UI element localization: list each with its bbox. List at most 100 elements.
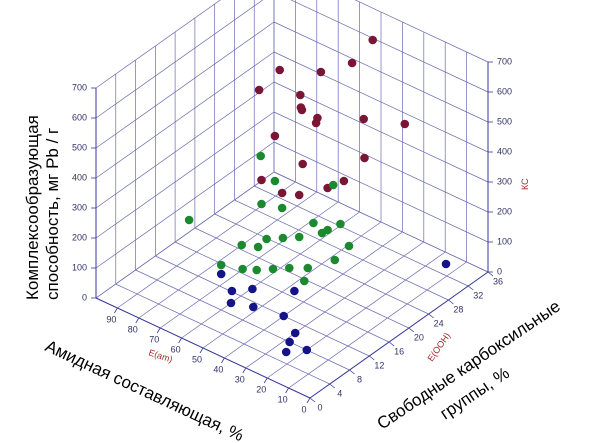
wall-grid-line (95, 0, 264, 119)
data-point-series-2 (309, 218, 318, 228)
x-tick (114, 307, 118, 314)
data-point-series-2 (278, 233, 288, 243)
data-point-series-1 (275, 65, 285, 75)
data-point-series-1 (400, 119, 410, 129)
x-tick (263, 377, 268, 384)
data-point-series-2 (262, 234, 271, 244)
data-point-series-2 (256, 151, 266, 161)
data-point-series-2 (336, 219, 345, 229)
y-axis-title-line1: Свободные карбоксильные (374, 297, 564, 434)
floor-grid-line (181, 211, 360, 339)
data-point-series-3 (285, 337, 294, 347)
y-tick (448, 299, 454, 305)
z-tick-label-left: 0 (82, 292, 87, 302)
z-tick-label-right: 100 (497, 236, 512, 246)
x-tick-label: 50 (192, 354, 202, 364)
data-point-series-2 (277, 203, 287, 213)
data-point-series-3 (248, 284, 257, 294)
z-tick-label-right: 0 (497, 266, 502, 276)
y-tick (487, 271, 494, 277)
floor-grid-line (138, 191, 318, 319)
wall-grid-line (273, 111, 489, 213)
y-tick-label: 20 (414, 332, 424, 342)
floor-grid-line (214, 213, 429, 315)
data-point-series-2 (294, 232, 304, 242)
y-tick (309, 397, 316, 403)
data-point-series-3 (281, 347, 291, 357)
x-tick (242, 367, 247, 374)
data-point-series-1 (270, 131, 280, 141)
data-point-series-1 (359, 114, 369, 124)
y-tick-label: 36 (493, 276, 503, 286)
y-tick-label: 16 (394, 346, 404, 356)
data-point-series-1 (313, 113, 322, 123)
floor-grid-line (155, 255, 370, 357)
x-tick (135, 317, 140, 324)
z-tick-label-left: 300 (72, 202, 87, 212)
x-tick-label: 0 (301, 404, 306, 414)
floor-grid-line (117, 181, 296, 309)
y-tick (349, 369, 355, 375)
z-tick-label-left: 200 (72, 232, 87, 242)
z-tick-label-left: 600 (72, 112, 87, 122)
x-tick-label: 30 (235, 374, 245, 384)
wall-grid-line (95, 51, 275, 179)
data-point-series-2 (238, 264, 247, 274)
x-tick-label: 60 (171, 344, 181, 354)
data-point-series-2 (257, 199, 266, 209)
data-point-series-3 (226, 298, 236, 308)
data-point-series-2 (270, 176, 280, 186)
data-point-series-2 (328, 180, 338, 190)
data-point-series-2 (303, 263, 313, 273)
x-tick-label: 20 (256, 384, 266, 394)
wall-grid-line (273, 141, 489, 243)
data-point-series-1 (296, 90, 305, 100)
y-tick (428, 313, 434, 319)
x-tick-label: 10 (278, 394, 288, 404)
wall-grid-line (95, 141, 275, 269)
floor-grid-line (266, 251, 446, 379)
y-tick (388, 341, 395, 347)
floor-grid-line (115, 283, 330, 385)
data-point-series-1 (360, 153, 369, 163)
y-tick (467, 285, 474, 291)
y-tick-label: 8 (357, 374, 362, 384)
wall-grid-line (290, 0, 489, 93)
data-point-series-3 (441, 259, 451, 269)
y-tick-label: 24 (434, 318, 444, 328)
data-point-series-2 (252, 265, 261, 275)
z-tick-label-right: 600 (497, 86, 512, 96)
x-tick (156, 327, 161, 334)
z-axis-sublabel: КС (520, 178, 530, 190)
y-tick (329, 383, 336, 389)
data-point-series-3 (302, 345, 312, 355)
x-tick-label: 70 (149, 334, 159, 344)
floor-grid-line (159, 201, 339, 329)
x-tick (178, 337, 182, 344)
floor-grid-line (234, 199, 449, 301)
z-tick-label-right: 700 (497, 56, 512, 66)
wall-grid-line (273, 51, 489, 153)
wall-grid-line (95, 111, 275, 239)
z-tick-label-right: 300 (497, 176, 512, 186)
data-point-series-1 (368, 35, 378, 45)
data-point-series-3 (216, 269, 226, 279)
data-point-series-1 (257, 175, 266, 185)
y-axis-line (309, 271, 489, 399)
x-tick-label: 90 (106, 314, 116, 324)
z-tick-label-right: 400 (497, 146, 512, 156)
y-tick (369, 355, 375, 361)
data-point-series-2 (344, 241, 354, 251)
y-tick-label: 28 (453, 304, 463, 314)
z-tick-label-right: 200 (497, 206, 512, 216)
point-layer (184, 35, 451, 357)
wall-grid-line (95, 21, 275, 149)
data-point-series-2 (237, 240, 246, 250)
data-point-series-2 (330, 255, 340, 265)
x-tick-label: 80 (128, 324, 138, 334)
wall-grid-line (95, 171, 275, 299)
y-tick-label: 32 (473, 290, 483, 300)
data-point-series-2 (268, 264, 278, 274)
x-tick (221, 357, 225, 364)
